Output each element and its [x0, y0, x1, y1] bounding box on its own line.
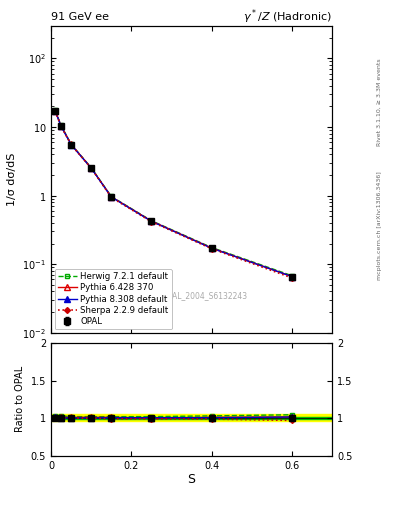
Pythia 8.308 default	[59, 123, 64, 130]
Pythia 6.428 370	[59, 123, 64, 129]
Sherpa 2.2.9 default	[69, 142, 73, 148]
Text: $\gamma^*/Z$ (Hadronic): $\gamma^*/Z$ (Hadronic)	[243, 7, 332, 26]
Text: Rivet 3.1.10, ≥ 3.3M events: Rivet 3.1.10, ≥ 3.3M events	[377, 58, 382, 146]
Text: mcplots.cern.ch [arXiv:1306.3436]: mcplots.cern.ch [arXiv:1306.3436]	[377, 171, 382, 280]
Pythia 8.308 default	[69, 142, 73, 148]
Herwig 7.2.1 default	[69, 141, 73, 147]
Bar	[51, 414, 332, 421]
Line: Herwig 7.2.1 default: Herwig 7.2.1 default	[53, 108, 294, 278]
Herwig 7.2.1 default	[59, 122, 64, 129]
Pythia 8.308 default	[149, 218, 154, 224]
Sherpa 2.2.9 default	[109, 195, 114, 201]
Pythia 8.308 default	[53, 108, 57, 114]
Line: Pythia 8.308 default: Pythia 8.308 default	[52, 108, 295, 280]
Legend: Herwig 7.2.1 default, Pythia 6.428 370, Pythia 8.308 default, Sherpa 2.2.9 defau: Herwig 7.2.1 default, Pythia 6.428 370, …	[55, 269, 172, 329]
Pythia 6.428 370	[89, 165, 94, 171]
Y-axis label: 1/σ dσ/dS: 1/σ dσ/dS	[7, 153, 17, 206]
Pythia 6.428 370	[109, 194, 114, 200]
Sherpa 2.2.9 default	[53, 108, 57, 114]
Pythia 8.308 default	[209, 245, 214, 251]
Line: Pythia 6.428 370: Pythia 6.428 370	[52, 108, 295, 280]
Herwig 7.2.1 default	[209, 244, 214, 250]
Herwig 7.2.1 default	[53, 107, 57, 113]
Sherpa 2.2.9 default	[59, 123, 64, 130]
Herwig 7.2.1 default	[89, 164, 94, 170]
Pythia 6.428 370	[53, 108, 57, 114]
Text: OPAL_2004_S6132243: OPAL_2004_S6132243	[163, 291, 248, 301]
Pythia 8.308 default	[89, 165, 94, 171]
X-axis label: S: S	[187, 473, 196, 486]
Sherpa 2.2.9 default	[89, 165, 94, 172]
Sherpa 2.2.9 default	[209, 246, 214, 252]
Herwig 7.2.1 default	[290, 272, 294, 279]
Herwig 7.2.1 default	[109, 194, 114, 200]
Pythia 8.308 default	[290, 273, 294, 280]
Pythia 6.428 370	[149, 218, 154, 224]
Sherpa 2.2.9 default	[149, 219, 154, 225]
Bar	[51, 417, 332, 419]
Pythia 6.428 370	[209, 245, 214, 251]
Herwig 7.2.1 default	[149, 218, 154, 224]
Sherpa 2.2.9 default	[290, 275, 294, 281]
Line: Sherpa 2.2.9 default: Sherpa 2.2.9 default	[53, 109, 294, 280]
Pythia 6.428 370	[290, 273, 294, 280]
Pythia 8.308 default	[109, 194, 114, 200]
Y-axis label: Ratio to OPAL: Ratio to OPAL	[15, 366, 25, 433]
Pythia 6.428 370	[69, 141, 73, 147]
Text: 91 GeV ee: 91 GeV ee	[51, 12, 109, 22]
